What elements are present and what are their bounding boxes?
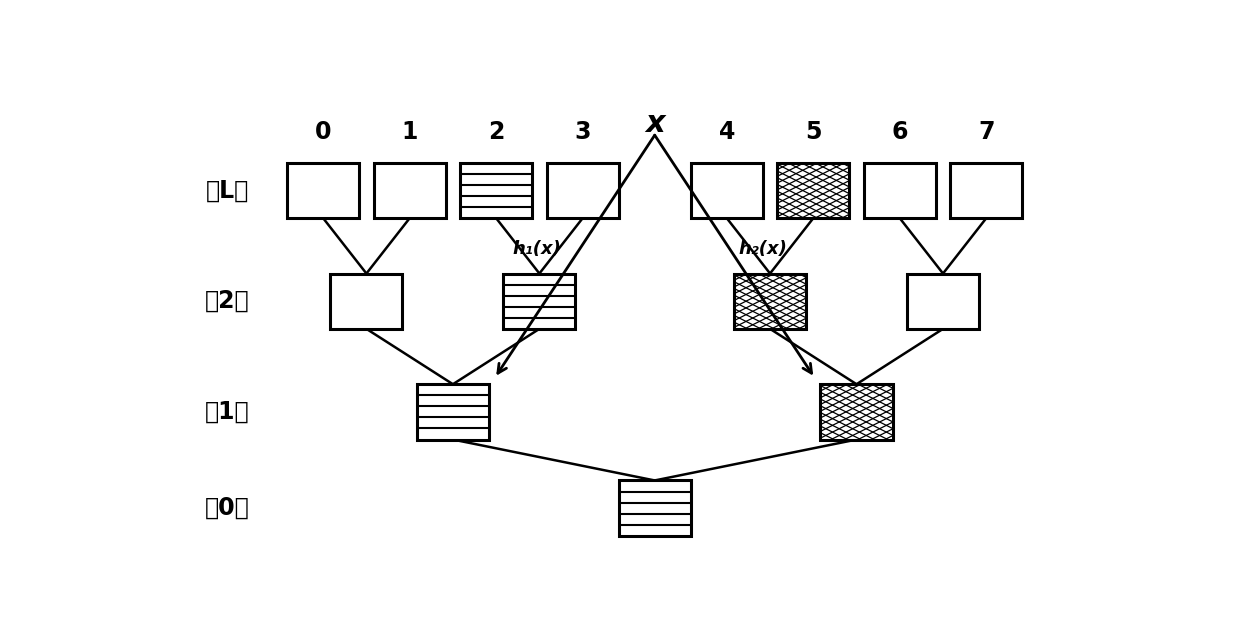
Text: 第1层: 第1层 bbox=[205, 400, 249, 424]
Bar bbox=[417, 384, 489, 439]
Bar bbox=[503, 274, 575, 329]
FancyArrowPatch shape bbox=[498, 135, 655, 373]
Text: 6: 6 bbox=[892, 119, 908, 144]
Bar bbox=[821, 384, 893, 439]
Bar bbox=[547, 163, 619, 218]
Bar bbox=[950, 163, 1022, 218]
Bar bbox=[734, 274, 806, 329]
Bar bbox=[691, 163, 763, 218]
FancyArrowPatch shape bbox=[655, 135, 811, 373]
Bar bbox=[460, 163, 532, 218]
Bar bbox=[330, 274, 403, 329]
Text: 第L层: 第L层 bbox=[206, 179, 249, 202]
Text: x: x bbox=[645, 109, 665, 138]
Text: 7: 7 bbox=[978, 119, 994, 144]
Bar bbox=[906, 274, 980, 329]
Text: 4: 4 bbox=[719, 119, 735, 144]
Bar bbox=[288, 163, 360, 218]
Bar bbox=[503, 274, 575, 329]
Text: 1: 1 bbox=[402, 119, 418, 144]
Text: h₂(x): h₂(x) bbox=[738, 241, 787, 259]
Bar bbox=[777, 163, 849, 218]
Bar bbox=[864, 163, 936, 218]
Bar bbox=[734, 274, 806, 329]
Text: h₁(x): h₁(x) bbox=[512, 241, 562, 259]
Bar bbox=[373, 163, 445, 218]
Bar bbox=[777, 163, 849, 218]
Text: 2: 2 bbox=[489, 119, 505, 144]
Bar bbox=[619, 481, 691, 536]
Bar bbox=[460, 163, 532, 218]
Bar bbox=[619, 481, 691, 536]
Bar bbox=[373, 163, 445, 218]
Text: 0: 0 bbox=[315, 119, 331, 144]
Text: 5: 5 bbox=[805, 119, 822, 144]
Bar bbox=[906, 274, 980, 329]
Bar bbox=[417, 384, 489, 439]
Bar bbox=[691, 163, 763, 218]
Text: 3: 3 bbox=[574, 119, 591, 144]
Bar bbox=[288, 163, 360, 218]
Bar bbox=[821, 384, 893, 439]
Bar bbox=[330, 274, 403, 329]
Text: 第0层: 第0层 bbox=[205, 496, 249, 520]
Bar bbox=[950, 163, 1022, 218]
Bar bbox=[547, 163, 619, 218]
Bar bbox=[864, 163, 936, 218]
Text: 第2层: 第2层 bbox=[205, 289, 249, 313]
